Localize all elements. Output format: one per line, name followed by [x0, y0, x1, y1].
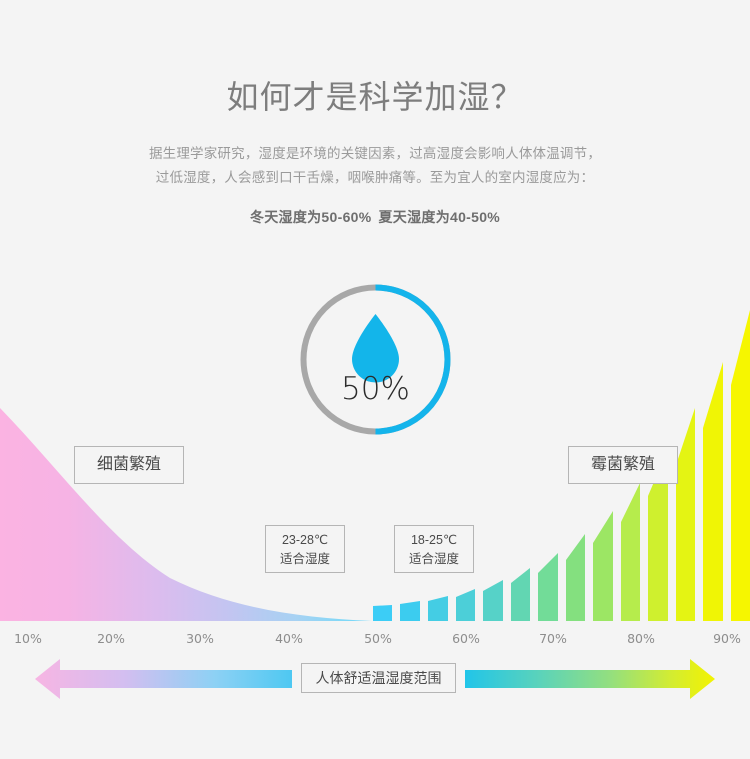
callout-temp-left-caption: 适合湿度	[279, 551, 330, 566]
x-axis-labels: 10% 20% 30% 40% 50% 60% 70% 80% 90%	[0, 631, 750, 651]
callout-mold: 霉菌繁殖	[568, 446, 678, 484]
axis-tick-8: 90%	[713, 631, 741, 646]
callout-temp-left: 23-28℃ 适合湿度	[265, 525, 345, 573]
header-block: 如何才是科学加湿？ 据生理学家研究，湿度是环境的关键因素，过高湿度会影响人体体温…	[0, 0, 750, 227]
callout-temp-left-range: 23-28℃	[281, 533, 328, 547]
callout-temp-right: 18-25℃ 适合湿度	[394, 525, 474, 573]
page-title: 如何才是科学加湿？	[226, 79, 524, 115]
callout-comfort-range: 人体舒适温湿度范围	[301, 663, 456, 693]
water-drop-icon	[352, 314, 399, 383]
description-text: 据生理学家研究，湿度是环境的关键因素，过高湿度会影响人体体温调节， 过低湿度，人…	[125, 116, 625, 189]
mold-bars	[373, 310, 750, 621]
humidity-gauge: 50%	[297, 281, 454, 438]
axis-tick-2: 30%	[186, 631, 214, 646]
gauge-progress-arc	[375, 284, 451, 435]
bacteria-curve-area	[0, 408, 372, 621]
description-line-1: 据生理学家研究，湿度是环境的关键因素，过高湿度会影响人体体温调节，	[148, 146, 602, 162]
winter-humidity-label: 冬天湿度为50-60%	[249, 208, 372, 225]
recommended-humidity-text: 冬天湿度为50-60% 夏天湿度为40-50%	[0, 190, 750, 227]
axis-tick-5: 60%	[452, 631, 480, 646]
axis-tick-7: 80%	[627, 631, 655, 646]
axis-tick-4: 50%	[364, 631, 392, 646]
right-arrow-shape	[465, 659, 715, 699]
axis-tick-0: 10%	[14, 631, 42, 646]
axis-tick-3: 40%	[275, 631, 303, 646]
gauge-ring	[300, 284, 451, 435]
summer-humidity-label: 夏天湿度为40-50%	[378, 208, 501, 225]
axis-tick-1: 20%	[97, 631, 125, 646]
callout-temp-right-caption: 适合湿度	[408, 551, 459, 566]
gauge-value-label: 50%	[341, 371, 410, 407]
callout-bacteria: 细菌繁殖	[74, 446, 184, 484]
callout-temp-right-range: 18-25℃	[410, 533, 457, 547]
axis-tick-6: 70%	[539, 631, 567, 646]
description-line-2: 过低湿度，人会感到口干舌燥，咽喉肿痛等。至为宜人的室内湿度应为：	[155, 170, 595, 186]
left-arrow-shape	[35, 659, 292, 699]
